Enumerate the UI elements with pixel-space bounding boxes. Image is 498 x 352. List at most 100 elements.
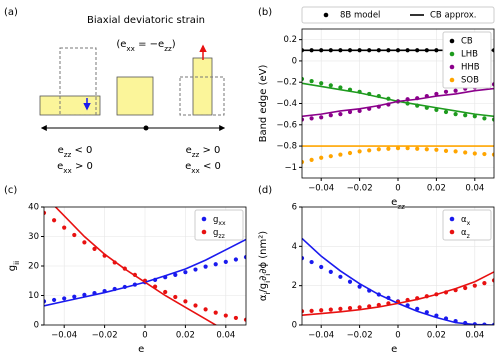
legend-label: HHB <box>461 63 480 73</box>
data-point <box>44 299 47 304</box>
strain-label: exx > 0 <box>57 161 93 175</box>
data-point <box>319 115 324 120</box>
data-point <box>424 147 429 152</box>
data-point <box>443 148 449 153</box>
data-point <box>472 114 477 119</box>
legend-marker <box>449 77 455 83</box>
y-tick-label: 4 <box>292 242 297 252</box>
data-point <box>328 113 333 118</box>
legend-marker <box>201 229 207 235</box>
x-tick-label: 0.04 <box>465 331 484 341</box>
data-point <box>463 113 468 118</box>
legend-label: gzz <box>213 228 225 240</box>
diagram <box>39 44 226 131</box>
data-point <box>213 310 218 315</box>
data-point <box>482 281 487 286</box>
subscript: zz <box>164 44 172 53</box>
legend-marker <box>201 216 207 222</box>
dashed-box <box>59 47 97 116</box>
text-part: < 0 <box>71 145 92 156</box>
y-tick-label: −0.2 <box>276 78 297 88</box>
subscript: ii <box>12 261 21 265</box>
data-point <box>328 269 333 274</box>
panel-label: (a) <box>4 7 18 18</box>
data-point <box>395 146 401 151</box>
y-tick-label: −0.8 <box>276 142 297 152</box>
y-tick-label: 0 <box>292 56 297 66</box>
data-point <box>302 309 305 314</box>
subscript: zz <box>397 202 405 211</box>
origin-dot <box>143 125 149 131</box>
data-point <box>309 116 314 121</box>
y-axis-label: αi/gi∂i∂ϕ (nm²) <box>258 231 272 301</box>
data-point <box>357 284 362 289</box>
text-part: e <box>186 145 192 156</box>
legend-marker <box>449 51 455 57</box>
text-part: > 0 <box>199 145 220 156</box>
data-point <box>328 307 333 312</box>
y-tick-label: −1 <box>284 163 297 173</box>
data-point <box>243 255 246 260</box>
y-tick-label: 0 <box>34 321 39 331</box>
text-part: /g <box>258 283 269 293</box>
data-point <box>453 149 458 154</box>
plot-frame <box>301 28 495 179</box>
data-point <box>203 264 208 269</box>
text-part: α <box>461 228 467 238</box>
data-point <box>319 81 324 86</box>
data-point <box>243 317 246 322</box>
data-point <box>302 76 305 82</box>
subscript: zz <box>64 150 72 159</box>
x-axis-label: ezz <box>391 197 405 211</box>
data-point <box>44 210 47 215</box>
subscript: zz <box>218 233 224 240</box>
data-point <box>328 83 333 88</box>
x-tick-label: 0.02 <box>176 331 195 341</box>
x-tick-label: −0.04 <box>51 331 77 341</box>
text-part: < 0 <box>200 161 221 172</box>
data-point <box>183 299 188 304</box>
subscript: zz <box>192 150 200 159</box>
subscript: xx <box>63 166 72 175</box>
legend-box <box>194 209 244 241</box>
data-point <box>338 152 343 157</box>
data-point <box>62 225 67 230</box>
data-point <box>472 283 477 288</box>
data-point <box>223 313 228 318</box>
subscript: zz <box>144 349 152 352</box>
data-point <box>357 149 362 154</box>
text-part: ) <box>172 39 176 50</box>
data-point <box>302 159 305 165</box>
subscript: xx <box>126 44 135 53</box>
diagram-subtitle: (exx = −ezz) <box>116 39 175 53</box>
data-point <box>163 289 168 295</box>
data-point <box>376 147 381 152</box>
strain-label: ezz < 0 <box>58 145 93 159</box>
subscript: z <box>467 233 470 240</box>
data-point <box>302 256 305 261</box>
data-point <box>463 150 468 155</box>
data-point <box>309 157 314 163</box>
x-tick-label: −0.04 <box>308 331 334 341</box>
legend-label: 8B model <box>340 11 380 21</box>
data-point <box>338 274 343 279</box>
data-point <box>338 112 343 117</box>
compressed-box <box>39 95 101 116</box>
text-part: > 0 <box>72 161 93 172</box>
data-point <box>463 285 468 291</box>
data-point <box>62 296 67 301</box>
data-point <box>302 117 305 122</box>
y-tick-label: 6 <box>292 203 297 213</box>
data-point <box>491 278 494 283</box>
text-part: α <box>258 294 269 301</box>
x-tick-label: 0 <box>395 331 400 341</box>
legend-label: SOB <box>461 76 479 86</box>
x-tick-label: 0.04 <box>465 184 484 194</box>
data-point <box>183 270 188 275</box>
data-point <box>203 307 208 312</box>
y-tick-label: 0 <box>292 321 297 331</box>
data-point <box>347 279 353 284</box>
text-part: g <box>213 215 218 225</box>
data-point <box>357 108 362 114</box>
